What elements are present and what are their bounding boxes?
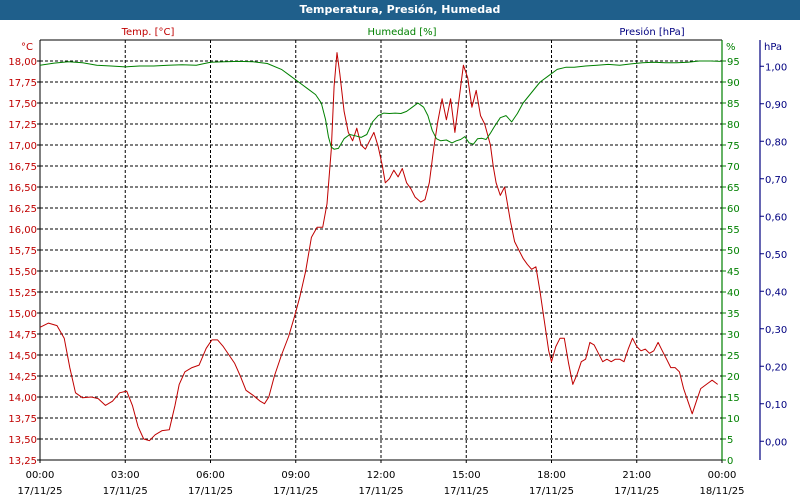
temp-tick-label: 16,25 [8,204,37,215]
x-tick-date-label: 17/11/25 [188,486,233,497]
humidity-tick-label: 10 [727,414,740,425]
x-tick-date-label: 17/11/25 [359,486,404,497]
humidity-tick-label: 70 [727,162,740,173]
temp-tick-label: 13,75 [8,414,37,425]
humidity-unit-label: % [726,42,736,53]
x-tick-date-label: 17/11/25 [18,486,63,497]
pressure-axis-title: Presión [hPa] [619,26,684,38]
humidity-series-line [39,60,721,150]
x-tick-date-label: 17/11/25 [103,486,148,497]
temp-tick-label: 15,50 [8,267,37,278]
humidity-tick-label: 15 [727,393,740,404]
humidity-tick-label: 80 [727,120,740,131]
humidity-tick-label: 35 [727,309,740,320]
humidity-tick-label: 65 [727,183,740,194]
humidity-tick-label: 0 [727,456,733,467]
humidity-tick-label: 25 [727,351,740,362]
pressure-tick-label: 0,80 [765,137,787,148]
axis-headers: °C Temp. [°C] Humedad [%] Presión [hPa] … [21,26,782,53]
x-tick-date-label: 17/11/25 [614,486,659,497]
x-tick-date-label: 17/11/25 [444,486,489,497]
temp-tick-label: 14,50 [8,351,37,362]
humidity-tick-label: 75 [727,141,740,152]
x-tick-time-label: 21:00 [622,470,651,481]
pressure-tick-label: 0,10 [765,400,787,411]
temp-tick-label: 13,50 [8,435,37,446]
chart-canvas: 18,00 17,75 17,50 17,25 17,00 16,75 16,50 16,25… [8,26,787,497]
temp-tick-label: 17,50 [8,99,37,110]
humidity-tick-label: 45 [727,267,740,278]
window-title: Temperatura, Presión, Humedad [0,0,800,20]
temp-axis-title: Temp. [°C] [121,27,175,38]
pressure-tick-label: 0,50 [765,250,787,261]
pressure-tick-label: 0,70 [765,175,787,186]
x-tick-date-label: 18/11/25 [700,486,745,497]
pressure-tick-label: 0,90 [765,100,787,111]
x-tick-date-label: 17/11/25 [529,486,574,497]
x-tick-time-label: 03:00 [111,470,140,481]
temp-tick-label: 16,50 [8,183,37,194]
humidity-tick-label: 20 [727,372,740,383]
x-tick-time-label: 00:00 [26,470,55,481]
x-tick-time-label: 18:00 [537,470,566,481]
x-tick-time-label: 06:00 [196,470,225,481]
temp-tick-label: 14,25 [8,372,37,383]
humidity-tick-label: 55 [727,225,740,236]
temp-tick-label: 17,00 [8,141,37,152]
grid-lines [40,40,722,460]
x-tick-time-label: 12:00 [367,470,396,481]
temperature-series-line [39,52,719,442]
temp-tick-label: 14,75 [8,330,37,341]
humidity-tick-label: 60 [727,204,740,215]
pressure-tick-label: 0,00 [765,437,787,448]
humidity-tick-label: 30 [727,330,740,341]
pressure-unit-label: hPa [764,42,782,53]
temp-tick-label: 15,00 [8,309,37,320]
axis-ticks: 18,00 17,75 17,50 17,25 17,00 16,75 16,50 16,25… [8,57,787,497]
pressure-tick-label: 0,30 [765,325,787,336]
humidity-axis-title: Humedad [%] [367,27,436,38]
temp-tick-label: 17,25 [8,120,37,131]
humidity-tick-label: 50 [727,246,740,257]
humidity-tick-label: 95 [727,57,740,68]
temp-tick-label: 15,25 [8,288,37,299]
humidity-tick-label: 90 [727,78,740,89]
humidity-tick-label: 5 [727,435,733,446]
humidity-tick-label: 85 [727,99,740,110]
temp-tick-label: 18,00 [8,57,37,68]
x-tick-time-label: 15:00 [452,470,481,481]
pressure-tick-label: 1,00 [765,62,787,73]
temp-tick-label: 15,75 [8,246,37,257]
pressure-tick-label: 0,40 [765,287,787,298]
temp-tick-label: 17,75 [8,78,37,89]
temp-unit-label: °C [21,42,33,53]
humidity-tick-label: 40 [727,288,740,299]
temp-tick-label: 16,75 [8,162,37,173]
series-lines [39,52,721,442]
x-tick-time-label: 09:00 [281,470,310,481]
temp-tick-label: 13,25 [8,456,37,467]
x-tick-time-label: 00:00 [708,470,737,481]
temp-tick-label: 16,00 [8,225,37,236]
temp-tick-label: 14,00 [8,393,37,404]
x-tick-date-label: 17/11/25 [273,486,318,497]
pressure-tick-label: 0,20 [765,362,787,373]
pressure-tick-label: 0,60 [765,212,787,223]
